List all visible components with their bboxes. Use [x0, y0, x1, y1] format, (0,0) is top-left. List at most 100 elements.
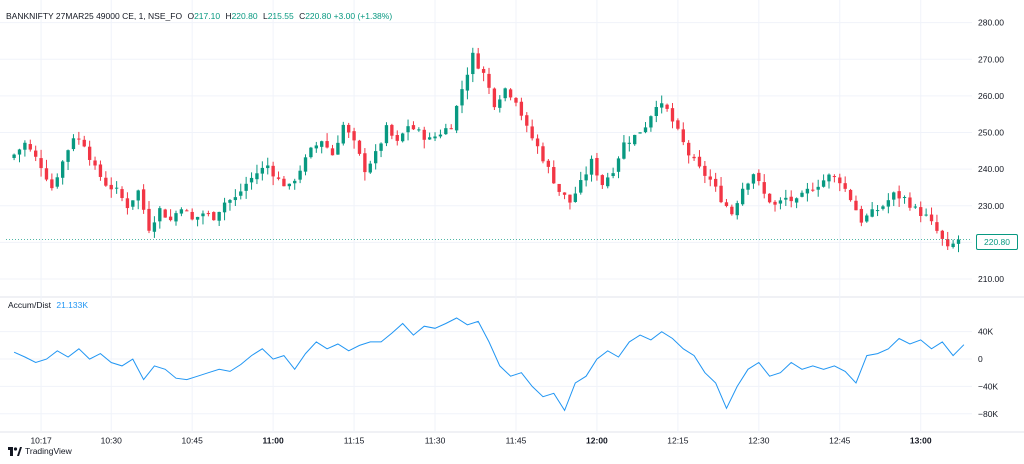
symbol-name[interactable]: BANKNIFTY 27MAR25 49000 CE, 1, NSE_FO [6, 11, 183, 21]
candle-body [897, 191, 901, 199]
price-series [6, 47, 972, 253]
candle-body [255, 173, 259, 180]
time-tick-label: 11:45 [506, 435, 527, 445]
price-tick-label: 250.00 [978, 128, 1004, 138]
candle-body [168, 216, 173, 221]
candle-body [44, 168, 49, 180]
candle-body [330, 148, 335, 156]
candle-body [525, 115, 529, 126]
candle-body [546, 160, 551, 167]
candle-body [692, 156, 696, 159]
candle-body [789, 196, 793, 202]
candle-body [843, 183, 847, 189]
candle-body [562, 192, 567, 195]
tradingview-logo[interactable]: TradingView [8, 446, 72, 456]
candle-body [266, 165, 270, 169]
candle-body [12, 154, 16, 158]
candle-body [929, 214, 934, 222]
candle-body [390, 124, 394, 136]
time-tick-label: 11:15 [344, 435, 365, 445]
symbol-legend[interactable]: BANKNIFTY 27MAR25 49000 CE, 1, NSE_FO O2… [6, 11, 392, 21]
accum-dist-series [13, 317, 965, 412]
candle-body [433, 136, 437, 139]
candle-body [384, 125, 389, 144]
candle-body [195, 216, 200, 220]
candle-body [120, 189, 124, 199]
candle-body [147, 208, 151, 231]
candle-body [811, 189, 815, 191]
candle-body [746, 183, 750, 190]
candle-body [638, 132, 642, 134]
candle-body [303, 157, 308, 172]
candle-body [174, 213, 178, 222]
candle-body [114, 187, 119, 189]
candle-body [665, 104, 669, 109]
candle-body [125, 198, 130, 209]
candle-body [104, 177, 108, 186]
candle-body [373, 151, 378, 164]
candle-body [239, 191, 243, 196]
change-value: +3.00 (+1.38%) [333, 11, 393, 21]
candle-body [481, 69, 486, 73]
candle-body [352, 131, 356, 141]
candle-body [363, 153, 367, 173]
candle-body [848, 189, 853, 201]
candle-body [503, 88, 507, 99]
open-label: O [187, 11, 195, 21]
candle-body [778, 200, 783, 204]
candle-body [735, 203, 739, 216]
candle-body [730, 206, 734, 215]
candle-body [158, 208, 162, 222]
candle-body [222, 202, 227, 213]
candle-body [660, 103, 664, 108]
candle-body [417, 129, 421, 131]
candle-body [379, 143, 383, 151]
candle-body [924, 214, 928, 216]
candle-body [816, 186, 820, 190]
candle-body [217, 211, 221, 221]
candle-body [228, 200, 232, 203]
candle-body [584, 174, 588, 181]
candle-body [17, 149, 22, 155]
price-tick-label: 280.00 [978, 18, 1004, 28]
candle-body [649, 116, 653, 128]
candle-body [336, 142, 340, 155]
candle-body [249, 177, 254, 183]
tradingview-logo-text: TradingView [25, 446, 72, 456]
candle-body [865, 215, 869, 222]
candle-body [514, 97, 518, 103]
candle-body [368, 163, 372, 173]
candle-body [740, 188, 745, 205]
indicator-axis[interactable]: 40K 0 −40K −80K [978, 327, 998, 419]
candle-body [23, 142, 27, 150]
candle-body [794, 198, 799, 203]
indicator-tick-label: −40K [978, 381, 998, 391]
candle-body [881, 206, 885, 209]
time-tick-label: 11:30 [425, 435, 446, 445]
time-tick-label: 10:30 [101, 435, 123, 445]
candle-body [616, 158, 621, 172]
candle-body [476, 53, 480, 69]
low-label: L [262, 11, 268, 21]
indicator-legend[interactable]: Accum/Dist 21.133K [8, 300, 88, 310]
time-axis[interactable]: 10:17 10:30 10:45 11:00 11:15 11:30 11:45 12:00… [30, 435, 931, 445]
price-tick-label: 230.00 [978, 201, 1004, 211]
candle-body [676, 120, 680, 129]
candle-body [762, 182, 766, 194]
candle-body [654, 107, 658, 117]
candle-body [541, 146, 545, 162]
candle-body [454, 105, 459, 131]
candle-body [77, 138, 81, 140]
candle-body [287, 183, 291, 187]
candle-body [919, 207, 923, 216]
candle-body [908, 197, 912, 208]
candle-body [870, 209, 874, 217]
candle-body [821, 180, 826, 187]
candle-body [681, 129, 685, 143]
candle-body [508, 89, 513, 98]
candle-body [271, 165, 275, 177]
candle-body [892, 192, 896, 200]
candle-body [293, 180, 297, 184]
candle-body [325, 141, 329, 148]
